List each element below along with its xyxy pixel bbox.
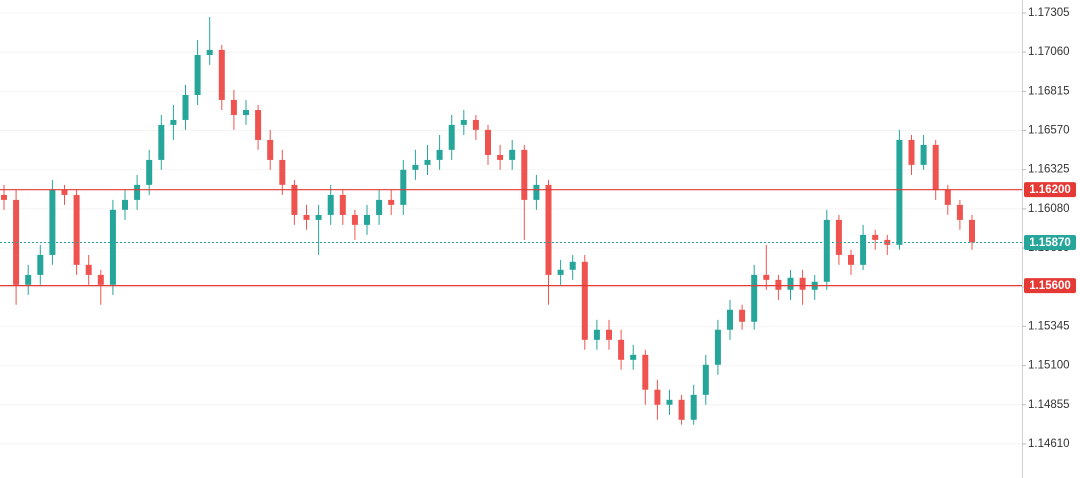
candle-body bbox=[775, 279, 782, 290]
candle-body bbox=[400, 169, 407, 205]
candle-body bbox=[497, 154, 504, 160]
y-tick-label: 1.17060 bbox=[1028, 46, 1070, 58]
y-tick-label: 1.16080 bbox=[1028, 203, 1070, 215]
level-label-box bbox=[1024, 182, 1076, 198]
level-label-box bbox=[1024, 278, 1076, 294]
candle-body bbox=[763, 274, 770, 280]
y-tick-label: 1.16325 bbox=[1028, 164, 1070, 176]
candle-body bbox=[170, 119, 177, 125]
y-tick-label: 1.15345 bbox=[1028, 320, 1070, 332]
candle-body bbox=[581, 261, 588, 340]
candle-body bbox=[485, 129, 491, 155]
last-price-box bbox=[1024, 234, 1076, 250]
candle-body bbox=[230, 99, 237, 115]
candle-body bbox=[702, 364, 709, 395]
candle-body bbox=[896, 139, 903, 245]
candle-body bbox=[569, 261, 576, 270]
candle-body bbox=[630, 354, 637, 360]
candle-body bbox=[412, 164, 419, 170]
candle-body bbox=[49, 189, 56, 255]
y-tick-label: 1.14610 bbox=[1028, 438, 1070, 450]
candle-body bbox=[158, 124, 165, 160]
candle-body bbox=[85, 264, 92, 275]
candle-body bbox=[364, 214, 370, 225]
level-label: 1.15600 bbox=[1029, 280, 1071, 292]
candle-body bbox=[787, 277, 794, 290]
candle-body bbox=[134, 184, 141, 200]
y-tick-label: 1.14855 bbox=[1028, 399, 1070, 411]
candle-body bbox=[37, 254, 44, 275]
candle-body bbox=[25, 274, 32, 285]
candle-body bbox=[460, 119, 467, 125]
candle-body bbox=[206, 49, 213, 56]
candle-body bbox=[472, 119, 479, 130]
candle-body bbox=[436, 149, 443, 160]
candle-body bbox=[920, 144, 927, 165]
last-price-label: 1.15870 bbox=[1029, 237, 1071, 249]
candle-body bbox=[557, 269, 564, 275]
candle-body bbox=[618, 339, 625, 360]
candle-body bbox=[243, 110, 249, 115]
candle-body bbox=[835, 219, 842, 255]
level-label: 1.16200 bbox=[1029, 184, 1071, 196]
candle-body bbox=[654, 389, 661, 405]
candle-body bbox=[739, 309, 746, 322]
candle-body bbox=[908, 139, 915, 165]
candle-body bbox=[73, 194, 80, 265]
candle-body bbox=[182, 94, 189, 120]
candle-body bbox=[593, 329, 600, 340]
candle-body bbox=[932, 144, 939, 190]
candle-body bbox=[714, 329, 721, 365]
candle-body bbox=[690, 394, 697, 420]
candle-body bbox=[255, 110, 262, 140]
candle-body bbox=[823, 219, 830, 282]
candle-body bbox=[860, 234, 867, 265]
candle-body bbox=[388, 199, 395, 205]
candle-body bbox=[521, 149, 528, 200]
candle-body bbox=[267, 139, 274, 160]
candle-body bbox=[642, 354, 649, 390]
candle-body bbox=[146, 159, 153, 185]
y-tick-label: 1.17305 bbox=[1028, 7, 1070, 19]
y-tick-label: 1.16815 bbox=[1028, 85, 1070, 97]
candle-body bbox=[509, 149, 516, 160]
candle-body bbox=[122, 199, 128, 210]
y-tick-label: 1.16570 bbox=[1028, 125, 1070, 137]
candle-body bbox=[376, 199, 383, 215]
candle-body bbox=[327, 194, 334, 215]
candle-body bbox=[884, 239, 891, 245]
candle-body bbox=[218, 49, 225, 100]
candle-body bbox=[303, 214, 310, 220]
candle-body bbox=[799, 277, 806, 290]
candle-body bbox=[872, 234, 879, 240]
candle-body bbox=[1, 194, 7, 200]
candle-body bbox=[448, 124, 455, 150]
candle-body bbox=[194, 55, 201, 95]
candle-body bbox=[279, 159, 286, 185]
candle-body bbox=[97, 274, 104, 285]
candle-body bbox=[351, 214, 358, 225]
candle-body bbox=[956, 204, 963, 220]
candle-body bbox=[727, 309, 733, 330]
candle-body bbox=[533, 184, 540, 200]
candle-body bbox=[315, 214, 322, 220]
candle-body bbox=[109, 209, 116, 285]
candle-body bbox=[969, 219, 975, 243]
candle-body bbox=[424, 159, 431, 165]
candle-body bbox=[291, 184, 298, 215]
candle-body bbox=[678, 399, 685, 420]
candle-body bbox=[944, 189, 951, 205]
candle-body bbox=[751, 274, 758, 322]
candle-body bbox=[666, 399, 673, 405]
candle-body bbox=[61, 189, 68, 195]
candle-body bbox=[339, 194, 346, 215]
y-tick-label: 1.15100 bbox=[1028, 360, 1070, 372]
candle-body bbox=[545, 184, 552, 275]
candle-body bbox=[848, 254, 854, 265]
candle-body bbox=[606, 329, 612, 340]
